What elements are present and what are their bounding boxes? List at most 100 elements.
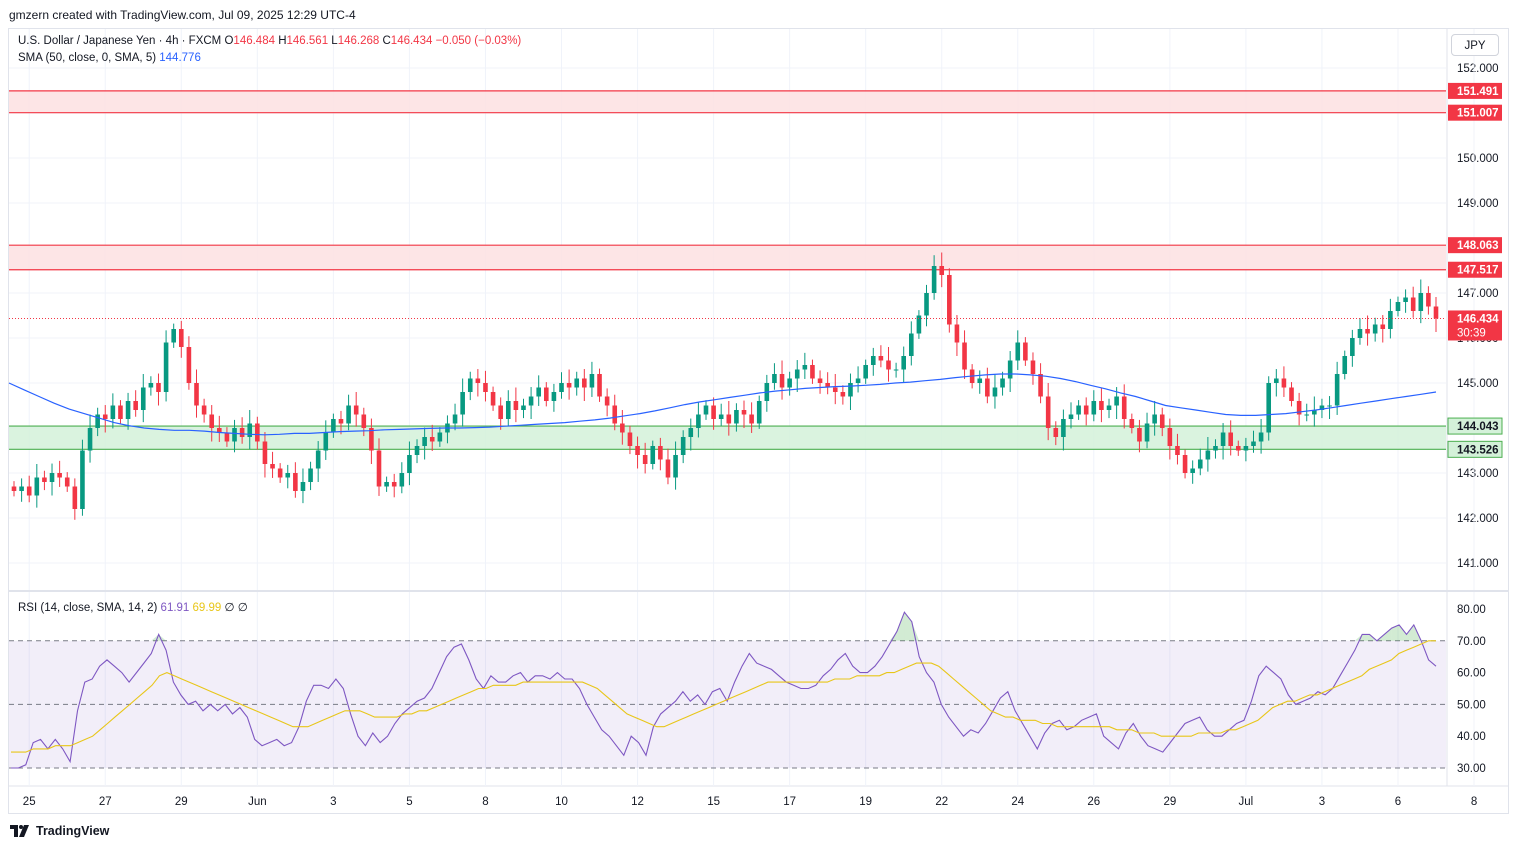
- candle-body: [422, 437, 427, 446]
- candle-body: [353, 405, 359, 415]
- tradingview-logo[interactable]: TradingView: [10, 824, 109, 838]
- candle-body: [1312, 410, 1317, 415]
- candle-body: [452, 414, 458, 424]
- candle-body: [247, 423, 253, 437]
- candle-body: [954, 324, 960, 343]
- candle-body: [1433, 306, 1439, 319]
- candle-body: [559, 383, 564, 392]
- candle-body: [802, 365, 808, 370]
- countdown-label: 30:39: [1457, 327, 1486, 339]
- candle-body: [551, 392, 557, 401]
- candle-body: [635, 446, 640, 455]
- candle-body: [201, 405, 207, 415]
- candle-body: [498, 405, 503, 419]
- candle-body: [1076, 405, 1081, 415]
- rsi-overbought-fill: [1391, 624, 1400, 641]
- candle-body: [1083, 405, 1089, 415]
- zone-price-label: 151.007: [1457, 108, 1499, 120]
- candle-body: [300, 482, 306, 491]
- candle-body: [95, 414, 100, 428]
- candle-body: [80, 450, 85, 509]
- candle-body: [217, 428, 222, 433]
- candle-body: [209, 414, 215, 428]
- candle-body: [848, 383, 853, 397]
- candle-body: [1342, 356, 1348, 374]
- resistance-zone-upper: [9, 90, 1446, 113]
- candle-body: [627, 432, 633, 446]
- candle-body: [239, 428, 245, 437]
- candle-body: [1182, 455, 1188, 473]
- candle-body: [315, 450, 321, 469]
- sma-line: [8, 373, 1437, 436]
- price-tick-label: 145.000: [1457, 378, 1499, 390]
- candle-body: [582, 378, 587, 388]
- rsi-tick-label: 80.00: [1457, 604, 1486, 616]
- candle-body: [224, 432, 230, 442]
- candle-body: [787, 378, 792, 388]
- candle-body: [1053, 428, 1059, 437]
- candle-body: [718, 414, 724, 419]
- candle-body: [658, 446, 663, 460]
- candle-body: [696, 414, 701, 428]
- candle-body: [1235, 446, 1241, 451]
- symbol-name[interactable]: U.S. Dollar / Japanese Yen · 4h · FXCM: [18, 35, 222, 47]
- candle-body: [947, 275, 952, 325]
- candle-body: [528, 396, 534, 406]
- time-tick-label: 8: [482, 796, 488, 808]
- sma-label[interactable]: SMA (50, close, 0, SMA, 5): [18, 52, 157, 64]
- candle-body: [794, 369, 800, 379]
- support-zone: [9, 426, 1446, 450]
- candle-body: [1357, 329, 1363, 338]
- candle-body: [749, 414, 754, 424]
- candle-body: [939, 266, 945, 275]
- candle-body: [832, 387, 838, 392]
- time-tick-label: 29: [1163, 796, 1176, 808]
- rsi-overbought-fill: [904, 612, 912, 641]
- candle-body: [734, 410, 739, 424]
- rsi-tick-label: 60.00: [1457, 668, 1486, 680]
- symbol-legend[interactable]: U.S. Dollar / Japanese Yen · 4h · FXCM O…: [18, 35, 521, 47]
- rsi-tick-label: 50.00: [1457, 699, 1486, 711]
- candle-body: [1030, 360, 1036, 374]
- candle-body: [467, 378, 473, 392]
- current-price-label: 146.434: [1457, 313, 1499, 325]
- zone-price-label: 148.063: [1457, 240, 1499, 252]
- resistance-zone-lower: [9, 245, 1446, 270]
- candle-body: [1038, 374, 1043, 397]
- candle-body: [1296, 401, 1302, 415]
- candle-body: [118, 405, 123, 419]
- candle-body: [642, 455, 648, 464]
- currency-button[interactable]: JPY: [1451, 34, 1499, 56]
- rsi-legend[interactable]: RSI (14, close, SMA, 14, 2) 61.91 69.99 …: [18, 600, 248, 614]
- candle-body: [1106, 405, 1112, 410]
- candle-body: [1334, 374, 1340, 406]
- sma-legend[interactable]: SMA (50, close, 0, SMA, 5) 144.776: [18, 52, 201, 64]
- rsi-sma-line: [11, 640, 1436, 753]
- time-tick-label: 10: [555, 796, 568, 808]
- candle-body: [437, 432, 443, 442]
- candle-body: [376, 450, 382, 487]
- rsi-overbought-fill: [1399, 624, 1407, 641]
- candle-body: [726, 414, 732, 424]
- time-tick-label: 5: [406, 796, 412, 808]
- candle-body: [1243, 446, 1249, 451]
- time-tick-label: 26: [1087, 796, 1100, 808]
- zone-price-label: 151.491: [1457, 86, 1499, 98]
- high-value: 146.561: [286, 35, 329, 47]
- candle-body: [1099, 401, 1104, 410]
- candle-body: [1304, 414, 1310, 416]
- time-tick-label: 27: [99, 796, 112, 808]
- candle-body: [125, 401, 131, 419]
- candle-body: [178, 329, 184, 347]
- zone-price-badge: [1447, 417, 1503, 435]
- rsi-label[interactable]: RSI (14, close, SMA, 14, 2): [18, 602, 158, 614]
- candle-body: [407, 455, 412, 473]
- rsi-overbought-fill: [1406, 624, 1414, 641]
- candle-body: [87, 428, 93, 451]
- candle-body: [1159, 414, 1165, 428]
- candle-body: [148, 383, 154, 388]
- candle-body: [1175, 446, 1180, 455]
- open-value: 146.484: [233, 35, 275, 47]
- candle-body: [1426, 293, 1431, 307]
